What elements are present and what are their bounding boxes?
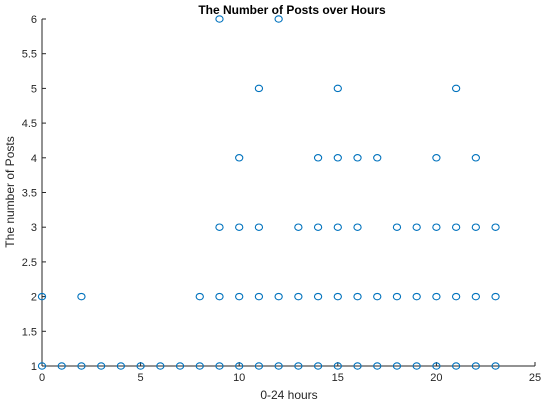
- plot-frame: [41, 19, 535, 367]
- data-point: [235, 154, 244, 162]
- data-point: [432, 362, 441, 370]
- data-point: [353, 154, 362, 162]
- data-point: [254, 362, 264, 370]
- data-point: [313, 292, 323, 301]
- data-point: [491, 292, 500, 301]
- data-point: [254, 292, 264, 301]
- data-point: [353, 223, 362, 231]
- y-tick-label: 2: [31, 292, 37, 304]
- data-point: [254, 84, 264, 93]
- data-point: [353, 292, 362, 301]
- y-tick-label: 2.5: [22, 257, 37, 269]
- data-point: [77, 292, 86, 301]
- y-tick-label: 1.5: [22, 326, 37, 338]
- data-point: [432, 154, 441, 162]
- y-tick-label: 3.5: [22, 188, 37, 200]
- data-point: [195, 362, 204, 370]
- data-point: [313, 154, 323, 162]
- data-point: [37, 292, 47, 301]
- data-point: [373, 292, 382, 301]
- x-tick-label: 0: [39, 372, 45, 384]
- y-tick-label: 4.5: [22, 118, 37, 130]
- data-point: [294, 292, 303, 301]
- data-point: [353, 362, 362, 370]
- data-point: [274, 15, 283, 23]
- data-point: [412, 362, 421, 370]
- data-point: [451, 362, 461, 370]
- data-point: [333, 154, 342, 162]
- x-tick-label: 15: [332, 372, 344, 384]
- y-tick-label: 5: [31, 83, 37, 95]
- data-point: [235, 292, 244, 301]
- y-tick-label: 1: [31, 361, 37, 373]
- data-point: [77, 362, 86, 370]
- data-point: [116, 362, 126, 370]
- data-point: [294, 223, 303, 231]
- data-point: [451, 84, 461, 93]
- data-point: [235, 223, 244, 231]
- data-point: [195, 292, 204, 301]
- data-point: [235, 362, 244, 370]
- data-point: [254, 223, 264, 231]
- data-point: [373, 154, 382, 162]
- chart-title: The Number of Posts over Hours: [198, 3, 386, 17]
- data-point: [37, 362, 47, 370]
- data-point: [175, 362, 185, 370]
- data-point: [97, 362, 106, 370]
- data-point: [215, 15, 224, 23]
- y-axis-label: The number of Posts: [3, 136, 17, 247]
- data-point: [215, 223, 224, 231]
- y-ticks: 1 1.5 2 2.5 3 3.5 4 4.5 5 5.5 6: [22, 14, 46, 373]
- x-tick-label: 5: [138, 372, 144, 384]
- data-point: [156, 362, 165, 370]
- data-points: [37, 15, 500, 370]
- data-point: [333, 362, 342, 370]
- data-point: [294, 362, 303, 370]
- data-point: [57, 362, 66, 370]
- data-point: [491, 362, 500, 370]
- x-tick-label: 20: [430, 372, 442, 384]
- data-point: [392, 292, 402, 301]
- x-axis-label: 0-24 hours: [260, 388, 317, 400]
- data-point: [432, 292, 441, 301]
- x-tick-label: 10: [233, 372, 245, 384]
- data-point: [392, 223, 402, 231]
- y-tick-label: 4: [31, 153, 37, 165]
- y-tick-label: 5.5: [22, 49, 37, 61]
- x-tick-label: 25: [529, 372, 541, 384]
- data-point: [471, 154, 480, 162]
- data-point: [136, 362, 145, 370]
- data-point: [215, 362, 224, 370]
- data-point: [412, 223, 421, 231]
- data-point: [451, 223, 461, 231]
- y-tick-label: 6: [31, 14, 37, 26]
- data-point: [392, 362, 402, 370]
- data-point: [333, 84, 342, 93]
- data-point: [274, 292, 283, 301]
- data-point: [471, 223, 480, 231]
- data-point: [412, 292, 421, 301]
- data-point: [274, 362, 283, 370]
- x-ticks: 0 5 10 15 20 25: [39, 362, 541, 384]
- data-point: [491, 223, 500, 231]
- data-point: [432, 223, 441, 231]
- data-point: [471, 362, 480, 370]
- data-point: [451, 292, 461, 301]
- data-point: [313, 223, 323, 231]
- data-point: [333, 223, 342, 231]
- data-point: [333, 292, 342, 301]
- data-point: [313, 362, 323, 370]
- data-point: [471, 292, 480, 301]
- y-tick-label: 3: [31, 222, 37, 234]
- data-point: [373, 362, 382, 370]
- data-point: [215, 292, 224, 301]
